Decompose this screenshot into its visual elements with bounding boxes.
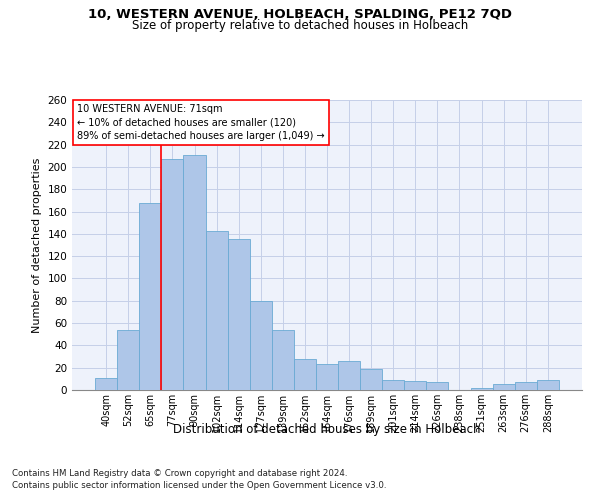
Bar <box>184 154 206 390</box>
Bar <box>360 369 382 390</box>
Y-axis label: Number of detached properties: Number of detached properties <box>32 158 42 332</box>
Text: Contains public sector information licensed under the Open Government Licence v3: Contains public sector information licen… <box>12 481 386 490</box>
Text: 10, WESTERN AVENUE, HOLBEACH, SPALDING, PE12 7QD: 10, WESTERN AVENUE, HOLBEACH, SPALDING, … <box>88 8 512 20</box>
Bar <box>117 330 139 390</box>
Bar <box>427 382 448 390</box>
Text: Size of property relative to detached houses in Holbeach: Size of property relative to detached ho… <box>132 18 468 32</box>
Bar <box>515 382 537 390</box>
Text: Contains HM Land Registry data © Crown copyright and database right 2024.: Contains HM Land Registry data © Crown c… <box>12 468 347 477</box>
Bar <box>95 378 117 390</box>
Bar <box>537 380 559 390</box>
Bar <box>470 388 493 390</box>
Bar <box>139 202 161 390</box>
Bar <box>294 359 316 390</box>
Text: Distribution of detached houses by size in Holbeach: Distribution of detached houses by size … <box>173 422 481 436</box>
Bar <box>382 380 404 390</box>
Text: 10 WESTERN AVENUE: 71sqm
← 10% of detached houses are smaller (120)
89% of semi-: 10 WESTERN AVENUE: 71sqm ← 10% of detach… <box>77 104 325 141</box>
Bar <box>206 230 227 390</box>
Bar <box>316 364 338 390</box>
Bar <box>404 381 427 390</box>
Bar <box>493 384 515 390</box>
Bar <box>338 361 360 390</box>
Bar <box>272 330 294 390</box>
Bar <box>227 240 250 390</box>
Bar <box>161 159 184 390</box>
Bar <box>250 301 272 390</box>
